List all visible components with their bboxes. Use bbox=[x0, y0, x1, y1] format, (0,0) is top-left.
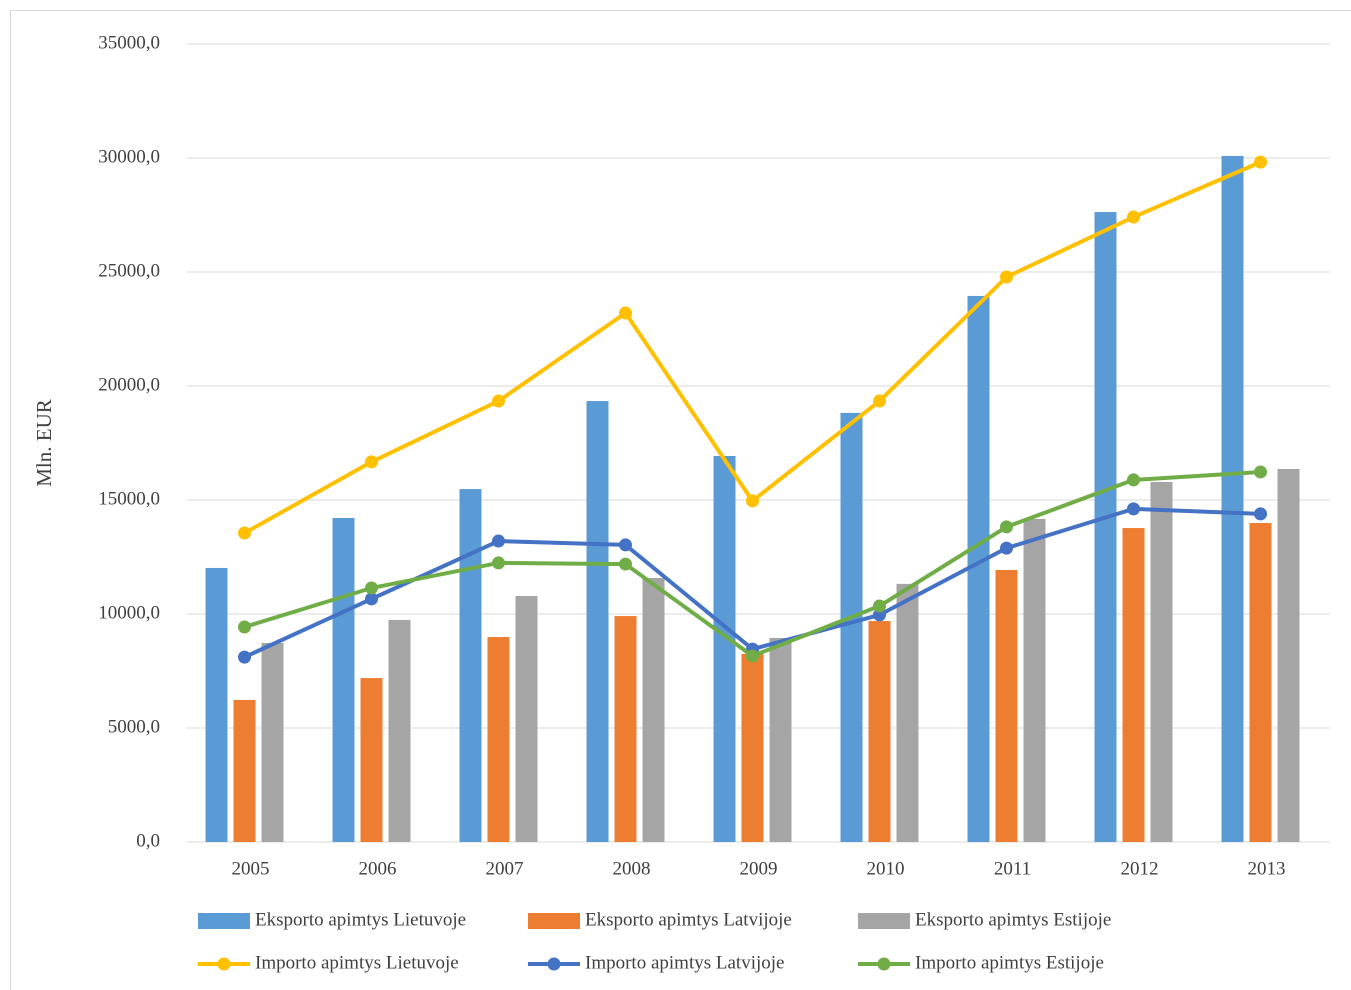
bar bbox=[1150, 481, 1173, 842]
x-tick-label: 2008 bbox=[613, 858, 651, 879]
bar bbox=[388, 619, 411, 842]
line-marker bbox=[238, 526, 251, 540]
bar bbox=[515, 595, 538, 842]
legend-label: Eksporto apimtys Latvijoje bbox=[585, 909, 792, 930]
bar bbox=[332, 518, 355, 842]
bar bbox=[769, 637, 792, 842]
y-axis-label: Mln. EUR bbox=[32, 399, 56, 487]
x-tick-label: 2009 bbox=[740, 858, 778, 879]
line-marker bbox=[492, 534, 505, 548]
y-tick-label: 30000,0 bbox=[98, 146, 160, 167]
line-marker bbox=[492, 556, 505, 570]
line-marker bbox=[873, 394, 886, 408]
y-tick-label: 10000,0 bbox=[98, 602, 160, 623]
y-tick-label: 15000,0 bbox=[98, 488, 160, 509]
bar bbox=[360, 678, 383, 842]
legend-marker bbox=[217, 957, 231, 971]
y-tick-label: 5000,0 bbox=[108, 716, 160, 737]
bar bbox=[1249, 523, 1272, 842]
y-tick-label: 35000,0 bbox=[98, 32, 160, 53]
line-marker bbox=[873, 608, 886, 622]
legend-label: Eksporto apimtys Lietuvoje bbox=[255, 909, 466, 930]
bar bbox=[967, 295, 990, 842]
bar bbox=[614, 616, 637, 842]
line-marker bbox=[1000, 541, 1013, 555]
legend-swatch bbox=[528, 913, 580, 929]
legend-marker bbox=[877, 957, 891, 971]
x-tick-label: 2006 bbox=[359, 858, 397, 879]
line-marker bbox=[746, 649, 759, 663]
bar bbox=[642, 577, 665, 842]
line-marker bbox=[1127, 210, 1140, 224]
x-tick-label: 2013 bbox=[1248, 858, 1286, 879]
line-marker bbox=[1127, 473, 1140, 487]
bar bbox=[1277, 468, 1300, 842]
line-marker bbox=[238, 650, 251, 664]
x-tick-label: 2007 bbox=[486, 858, 524, 879]
bar bbox=[1094, 212, 1117, 842]
x-tick-label: 2012 bbox=[1121, 858, 1159, 879]
line-marker bbox=[1254, 507, 1267, 521]
line-marker bbox=[1254, 155, 1267, 169]
bar bbox=[896, 583, 919, 842]
bar bbox=[1122, 528, 1145, 842]
y-tick-label: 25000,0 bbox=[98, 260, 160, 281]
line-marker bbox=[365, 592, 378, 606]
bar bbox=[459, 489, 482, 842]
x-tick-label: 2005 bbox=[232, 858, 270, 879]
line-marker bbox=[238, 620, 251, 634]
bar bbox=[586, 401, 609, 842]
bar bbox=[233, 699, 256, 842]
bar bbox=[868, 621, 891, 842]
y-tick-label: 0,0 bbox=[136, 830, 160, 851]
bar bbox=[487, 637, 510, 842]
line-marker bbox=[619, 306, 632, 320]
legend-label: Eksporto apimtys Estijoje bbox=[915, 909, 1111, 930]
legend-label: Importo apimtys Latvijoje bbox=[585, 952, 784, 973]
legend-label: Importo apimtys Lietuvoje bbox=[255, 952, 459, 973]
x-tick-label: 2010 bbox=[867, 858, 905, 879]
line-marker bbox=[746, 494, 759, 508]
bar bbox=[1023, 518, 1046, 842]
line-marker bbox=[365, 581, 378, 595]
bar bbox=[840, 412, 863, 842]
bar bbox=[741, 653, 764, 842]
bar bbox=[713, 455, 736, 842]
line-marker bbox=[1000, 270, 1013, 284]
line-marker bbox=[365, 455, 378, 469]
legend-label: Importo apimtys Estijoje bbox=[915, 952, 1104, 973]
line-marker bbox=[1127, 502, 1140, 516]
line-marker bbox=[619, 557, 632, 571]
legend-swatch bbox=[858, 913, 910, 929]
line-marker bbox=[1254, 465, 1267, 479]
legend-swatch bbox=[198, 913, 250, 929]
line-marker bbox=[873, 599, 886, 613]
line-marker bbox=[619, 538, 632, 552]
x-tick-label: 2011 bbox=[994, 858, 1031, 879]
line-marker bbox=[492, 394, 505, 408]
bar bbox=[995, 569, 1018, 842]
y-tick-label: 20000,0 bbox=[98, 374, 160, 395]
bar bbox=[1221, 155, 1244, 842]
bar bbox=[205, 567, 228, 842]
bar bbox=[261, 642, 284, 842]
line-marker bbox=[1000, 520, 1013, 534]
legend-marker bbox=[547, 957, 561, 971]
